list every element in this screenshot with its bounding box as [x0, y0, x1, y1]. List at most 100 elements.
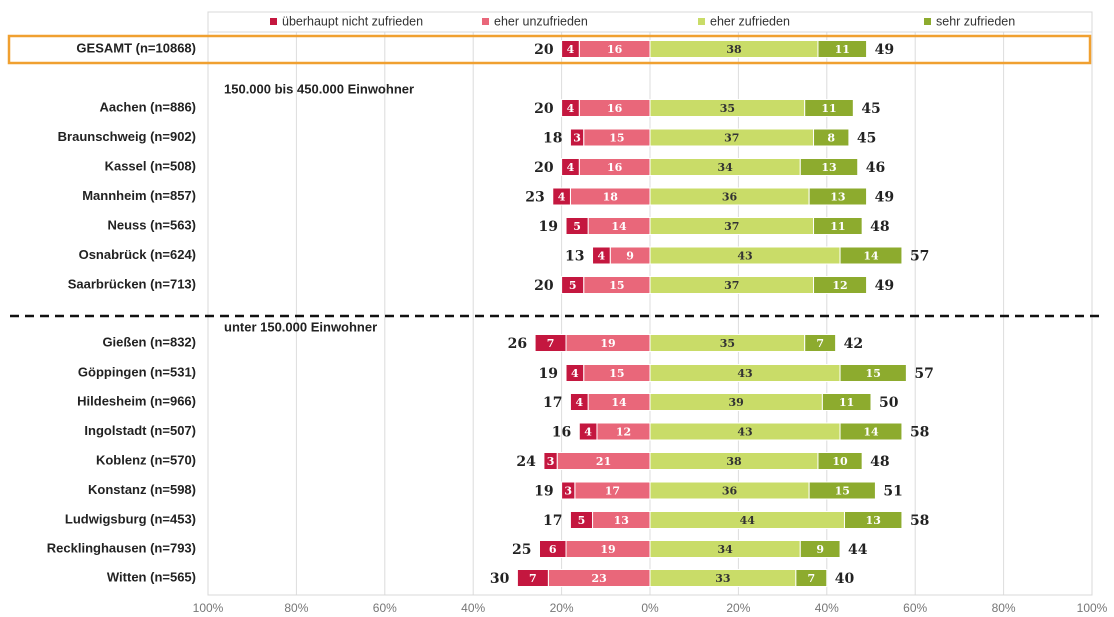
segment-label: 3	[564, 485, 572, 498]
total-left: 17	[543, 395, 562, 411]
bar-segment	[543, 452, 558, 470]
bar-segment	[569, 511, 594, 529]
bar-segment	[561, 481, 576, 500]
segment-label: 4	[567, 43, 575, 56]
segment-label: 10	[832, 455, 848, 468]
segment-label: 11	[835, 43, 850, 56]
bar-segment	[578, 422, 598, 441]
total-right: 48	[870, 454, 889, 470]
segment-label: 19	[600, 337, 615, 350]
total-left: 16	[552, 425, 571, 441]
segment-label: 6	[549, 543, 557, 556]
segment-label: 43	[737, 250, 752, 263]
x-tick-label: 80%	[284, 601, 308, 615]
total-right: 51	[883, 484, 902, 500]
bar-segment	[808, 481, 876, 500]
segment-label: 9	[816, 543, 824, 556]
segment-label: 7	[547, 337, 555, 350]
total-left: 19	[539, 219, 558, 235]
total-right: 58	[910, 513, 929, 529]
category-label: Aachen (n=886)	[100, 99, 196, 114]
plot-frame	[207, 11, 1093, 596]
x-tick-label: 40%	[815, 601, 839, 615]
legend-swatch	[698, 18, 705, 25]
segment-label: 3	[573, 132, 581, 145]
total-right: 49	[875, 42, 894, 58]
bar-segment	[799, 540, 841, 558]
segment-label: 11	[839, 396, 854, 409]
segment-label: 4	[567, 161, 575, 174]
highlight-box	[7, 34, 1092, 65]
total-right: 57	[910, 249, 929, 265]
segment-label: 19	[600, 543, 615, 556]
bar-segment	[534, 334, 567, 352]
category-label: GESAMT (n=10868)	[76, 40, 196, 55]
segment-label: 43	[737, 426, 752, 439]
bar-segment	[839, 422, 903, 441]
segment-label: 16	[607, 102, 623, 115]
category-label: Saarbrücken (n=713)	[68, 276, 196, 291]
total-right: 42	[844, 336, 863, 352]
category-label: Koblenz (n=570)	[96, 452, 196, 467]
segment-label: 37	[724, 132, 739, 145]
bar-segment	[813, 276, 868, 294]
category-label: Osnabrück (n=624)	[79, 247, 196, 262]
category-label: Kassel (n=508)	[105, 158, 196, 173]
segment-label: 15	[609, 132, 624, 145]
x-tick-label: 20%	[726, 601, 750, 615]
total-right: 46	[866, 160, 885, 176]
x-tick-label: 100%	[1077, 601, 1108, 615]
total-right: 45	[861, 101, 880, 117]
bar-segment	[561, 158, 580, 176]
segment-label: 37	[724, 279, 739, 292]
total-right: 44	[848, 542, 868, 558]
bar-segment	[821, 393, 872, 411]
category-label: Gießen (n=832)	[102, 334, 196, 349]
category-label: Ingolstadt (n=507)	[84, 423, 196, 438]
legend-label: sehr zufrieden	[936, 14, 1015, 28]
segment-label: 13	[821, 161, 836, 174]
segment-label: 14	[863, 250, 879, 263]
total-right: 45	[857, 131, 876, 147]
segment-label: 16	[607, 161, 623, 174]
total-left: 19	[534, 484, 553, 500]
segment-label: 34	[717, 161, 733, 174]
category-label: Witten (n=565)	[107, 569, 196, 584]
segment-label: 7	[808, 572, 816, 585]
bar-segment	[561, 99, 580, 117]
bar-segment	[804, 99, 854, 117]
segment-label: 14	[611, 220, 627, 233]
category-label: Göppingen (n=531)	[78, 364, 196, 379]
total-right: 40	[835, 571, 855, 587]
segment-label: 36	[722, 485, 738, 498]
x-tick-label: 0%	[641, 601, 659, 615]
segment-label: 38	[726, 43, 742, 56]
category-label: Ludwigsburg (n=453)	[65, 511, 196, 526]
group-label: 150.000 bis 450.000 Einwohner	[224, 81, 414, 96]
total-left: 26	[508, 336, 527, 352]
bar-segment	[561, 40, 580, 58]
total-right: 49	[875, 190, 894, 206]
bar-segment	[569, 128, 585, 147]
x-tick-label: 80%	[992, 601, 1016, 615]
x-tick-label: 40%	[461, 601, 485, 615]
segment-label: 4	[575, 396, 583, 409]
segment-label: 15	[866, 367, 881, 380]
category-label: Recklinghausen (n=793)	[47, 540, 196, 555]
bar-segment	[795, 569, 828, 587]
total-right: 48	[870, 219, 889, 235]
segment-label: 23	[592, 572, 607, 585]
segment-label: 4	[558, 191, 566, 204]
segment-label: 16	[607, 43, 623, 56]
segment-label: 12	[832, 279, 847, 292]
category-label: Hildesheim (n=966)	[77, 393, 196, 408]
segment-label: 15	[835, 485, 850, 498]
segment-label: 4	[571, 367, 579, 380]
total-left: 20	[534, 42, 554, 58]
total-right: 50	[879, 395, 899, 411]
x-tick-label: 100%	[193, 601, 224, 615]
total-right: 49	[875, 278, 894, 294]
total-left: 17	[543, 513, 562, 529]
x-tick-label: 60%	[373, 601, 397, 615]
